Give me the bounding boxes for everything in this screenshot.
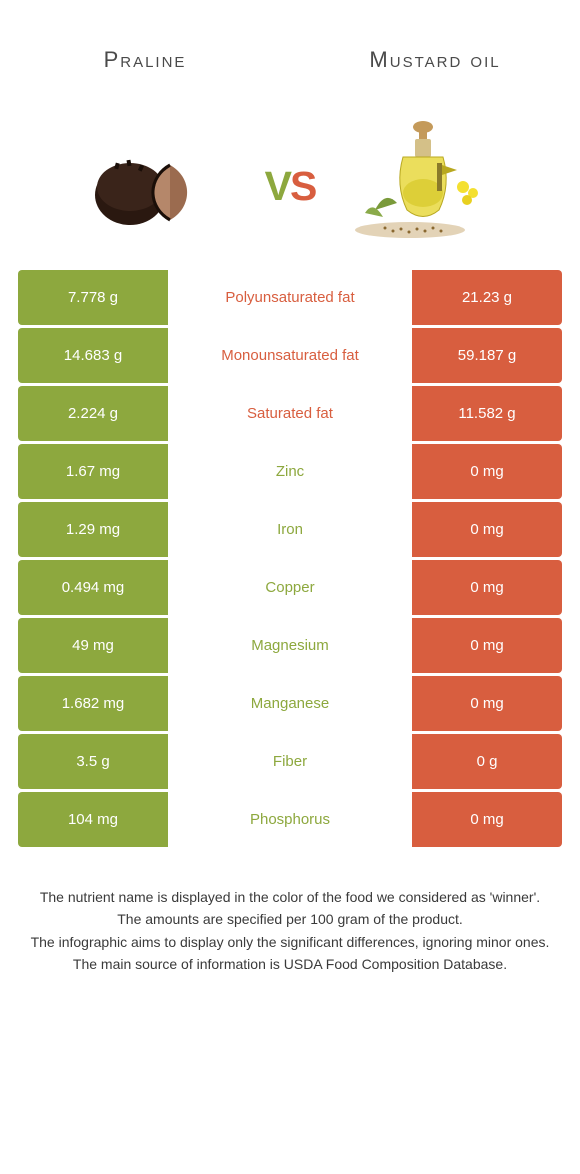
header-left: Praline	[0, 20, 290, 100]
table-row: 3.5 gFiber0 g	[18, 734, 562, 789]
nutrient-name: Iron	[168, 502, 412, 557]
nutrient-name: Zinc	[168, 444, 412, 499]
table-row: 7.778 gPolyunsaturated fat21.23 g	[18, 270, 562, 325]
header-right: Mustard oil	[290, 20, 580, 100]
value-right: 0 g	[412, 734, 562, 789]
value-right: 0 mg	[412, 618, 562, 673]
value-right: 21.23 g	[412, 270, 562, 325]
footer-line-2: The amounts are specified per 100 gram o…	[30, 909, 550, 929]
value-left: 14.683 g	[18, 328, 168, 383]
footer-line-4: The main source of information is USDA F…	[30, 954, 550, 974]
value-left: 7.778 g	[18, 270, 168, 325]
table-row: 2.224 gSaturated fat11.582 g	[18, 386, 562, 441]
nutrient-name: Phosphorus	[168, 792, 412, 847]
nutrient-name: Saturated fat	[168, 386, 412, 441]
value-right: 0 mg	[412, 560, 562, 615]
praline-image	[75, 120, 255, 240]
table-row: 14.683 gMonounsaturated fat59.187 g	[18, 328, 562, 383]
vs-row: vs	[0, 100, 580, 260]
value-left: 3.5 g	[18, 734, 168, 789]
value-left: 0.494 mg	[18, 560, 168, 615]
vs-s: s	[290, 148, 315, 213]
value-left: 2.224 g	[18, 386, 168, 441]
nutrient-name: Manganese	[168, 676, 412, 731]
table-row: 0.494 mgCopper0 mg	[18, 560, 562, 615]
nutrient-name: Fiber	[168, 734, 412, 789]
value-right: 0 mg	[412, 502, 562, 557]
value-left: 1.682 mg	[18, 676, 168, 731]
table-row: 1.67 mgZinc0 mg	[18, 444, 562, 499]
value-right: 0 mg	[412, 676, 562, 731]
value-left: 1.67 mg	[18, 444, 168, 499]
title-right: Mustard oil	[369, 47, 500, 73]
comparison-table: 7.778 gPolyunsaturated fat21.23 g14.683 …	[18, 270, 562, 847]
value-right: 0 mg	[412, 444, 562, 499]
nutrient-name: Monounsaturated fat	[168, 328, 412, 383]
vs-v: v	[265, 148, 290, 213]
nutrient-name: Magnesium	[168, 618, 412, 673]
nutrient-name: Polyunsaturated fat	[168, 270, 412, 325]
value-left: 104 mg	[18, 792, 168, 847]
mustard-oil-image	[325, 120, 505, 240]
header: Praline Mustard oil	[0, 0, 580, 100]
nutrient-name: Copper	[168, 560, 412, 615]
value-left: 1.29 mg	[18, 502, 168, 557]
value-left: 49 mg	[18, 618, 168, 673]
table-row: 1.29 mgIron0 mg	[18, 502, 562, 557]
footer-line-1: The nutrient name is displayed in the co…	[30, 887, 550, 907]
title-left: Praline	[104, 47, 187, 73]
table-row: 104 mgPhosphorus0 mg	[18, 792, 562, 847]
value-right: 59.187 g	[412, 328, 562, 383]
table-row: 49 mgMagnesium0 mg	[18, 618, 562, 673]
footer-line-3: The infographic aims to display only the…	[30, 932, 550, 952]
footer-notes: The nutrient name is displayed in the co…	[30, 887, 550, 974]
value-right: 11.582 g	[412, 386, 562, 441]
value-right: 0 mg	[412, 792, 562, 847]
vs-label: vs	[265, 147, 316, 214]
table-row: 1.682 mgManganese0 mg	[18, 676, 562, 731]
